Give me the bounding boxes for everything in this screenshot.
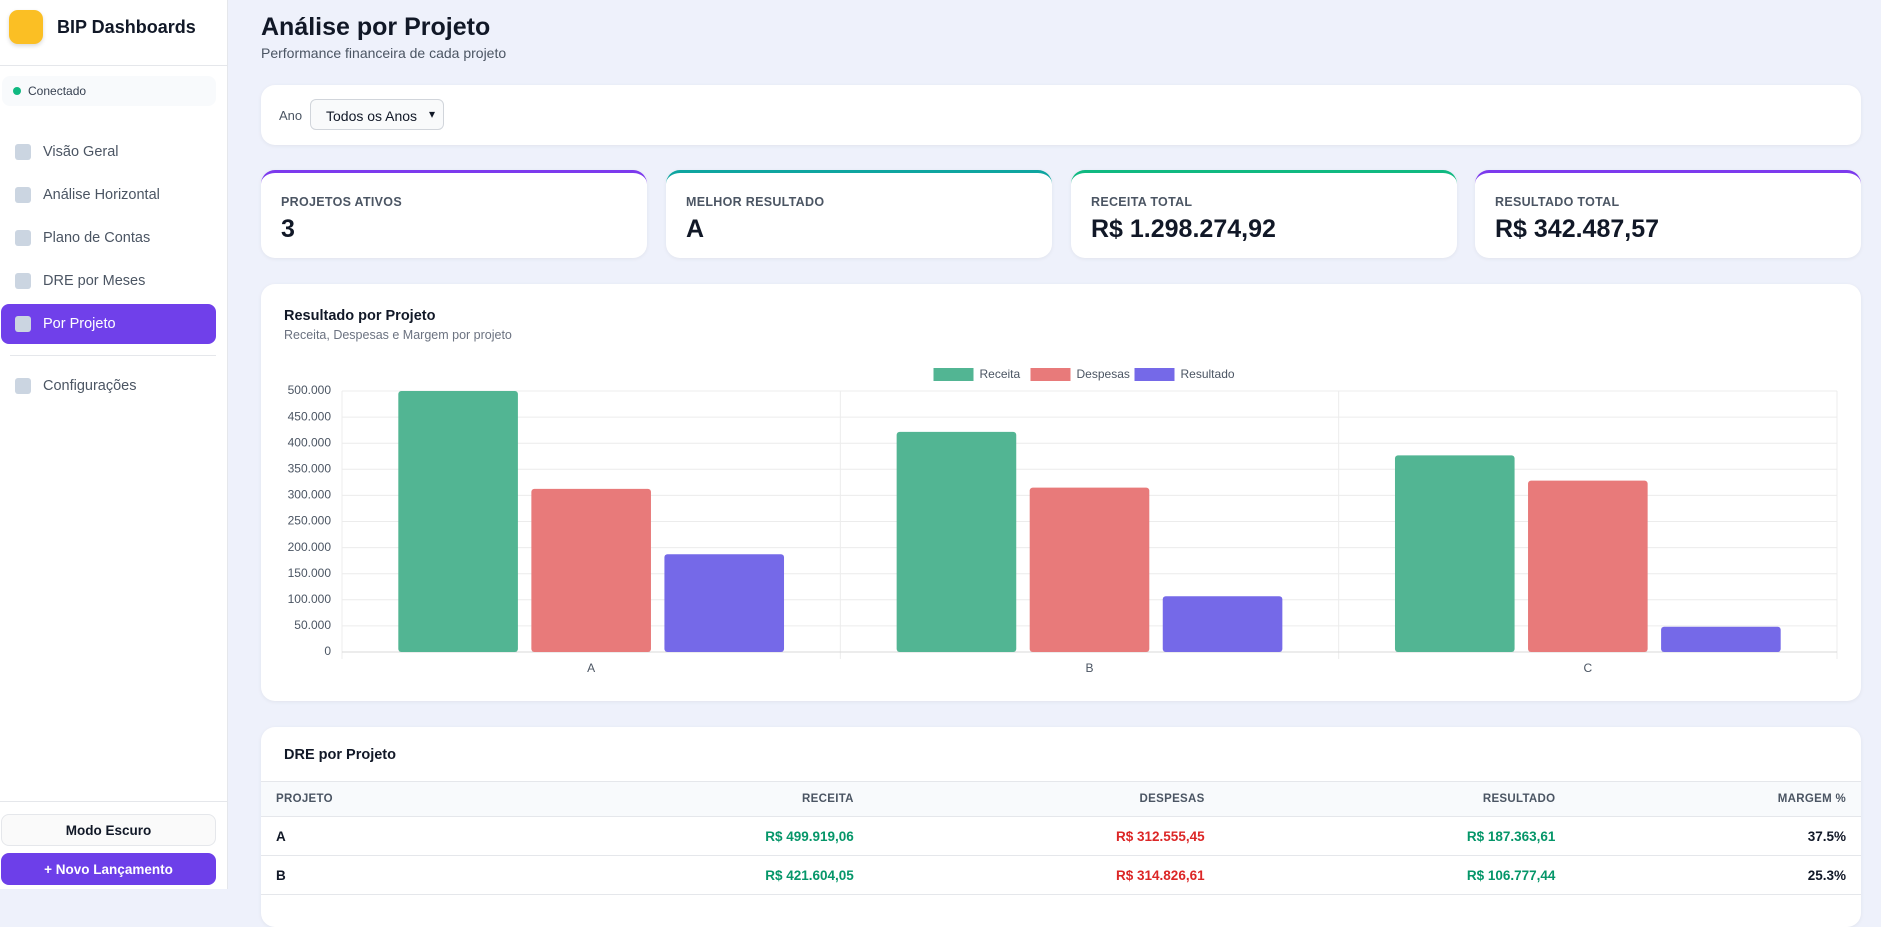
year-select[interactable]: Todos os Anos ▾ — [310, 99, 444, 130]
y-tick-label: 50.000 — [294, 618, 331, 632]
kpi-value: A — [686, 215, 705, 243]
table-cell: R$ 314.826,61 — [868, 855, 1220, 895]
kpi-value: R$ 342.487,57 — [1495, 215, 1660, 243]
table-cell: R$ 187.363,61 — [1219, 816, 1571, 856]
column-header: MARGEM % — [1570, 781, 1861, 817]
legend-label: Receita — [980, 367, 1021, 381]
bar — [1394, 455, 1515, 652]
table-card: DRE por Projeto PROJETO RECEITA DESPESAS RE… — [261, 727, 1861, 927]
chart: 0 50.000 100.000 150.000 200.000 250.000 300.0… — [288, 367, 1838, 675]
new-entry-button[interactable]: + Novo Lançamento — [1, 853, 216, 885]
y-tick-label: 350.000 — [288, 461, 332, 475]
bar — [1661, 626, 1781, 652]
nav-item[interactable]: Plano de Contas — [1, 218, 216, 258]
chart-title: Resultado por Projeto — [284, 308, 436, 324]
page-subtitle: Performance financeira de cada projeto — [261, 45, 507, 61]
filter-label: Ano — [279, 108, 303, 123]
bar — [896, 431, 1017, 652]
year-select-value: Todos os Anos — [326, 108, 418, 124]
column-header: RESULTADO — [1219, 781, 1571, 817]
table-cell: R$ 312.555,45 — [868, 816, 1220, 856]
nav-item[interactable]: Configurações — [1, 366, 216, 406]
kpi-label: PROJETOS ATIVOS — [281, 195, 402, 209]
kpi-label: RECEITA TOTAL — [1091, 195, 1193, 209]
legend-label: Despesas — [1077, 367, 1130, 381]
nav-label: Visão Geral — [43, 144, 119, 160]
y-tick-label: 150.000 — [288, 566, 332, 580]
bar — [1162, 596, 1283, 652]
logo — [9, 10, 43, 44]
legend-label: Resultado — [1181, 367, 1235, 381]
table-title: DRE por Projeto — [284, 747, 396, 763]
nav-label: Plano de Contas — [43, 230, 151, 246]
legend-swatch — [1030, 368, 1071, 381]
table-cell: R$ 421.604,05 — [517, 855, 869, 895]
x-tick-label: A — [587, 661, 595, 675]
kpi-value: 3 — [281, 215, 295, 243]
legend-swatch — [933, 368, 974, 381]
nav-label: Por Projeto — [43, 316, 116, 332]
y-tick-label: 500.000 — [288, 383, 332, 397]
legend-swatch — [1134, 368, 1175, 381]
bar — [398, 391, 518, 652]
table-cell: A — [261, 816, 518, 856]
nav-label: DRE por Meses — [43, 273, 146, 289]
status: Conectado — [2, 76, 216, 106]
bar — [1029, 487, 1150, 652]
dark-mode-button[interactable]: Modo Escuro — [1, 814, 216, 846]
divider — [0, 65, 228, 66]
kpi-card: MELHOR RESULTADO A — [666, 170, 1052, 258]
y-tick-label: 200.000 — [288, 540, 332, 554]
x-tick-label: B — [1085, 661, 1093, 675]
chart-subtitle: Receita, Despesas e Margem por projeto — [284, 328, 512, 342]
table-row: B R$ 421.604,05 R$ 314.826,61 R$ 106.777,44… — [261, 855, 1861, 895]
table: PROJETO RECEITA DESPESAS RESULTADO MARGEM % A… — [261, 781, 1861, 895]
y-tick-label: 300.000 — [288, 488, 332, 502]
kpi-card: RESULTADO TOTAL R$ 342.487,57 — [1475, 170, 1861, 258]
table-row: A R$ 499.919,06 R$ 312.555,45 R$ 187.363,61… — [261, 816, 1861, 856]
table-cell: R$ 499.919,06 — [517, 816, 869, 856]
y-tick-label: 100.000 — [288, 592, 332, 606]
column-header: PROJETO — [261, 781, 518, 817]
column-header: DESPESAS — [868, 781, 1220, 817]
divider — [10, 355, 216, 356]
kpi-value: R$ 1.298.274,92 — [1091, 215, 1276, 243]
page-title: Análise por Projeto — [261, 13, 491, 41]
nav-label: Análise Horizontal — [43, 187, 160, 203]
divider — [0, 801, 228, 802]
bar — [531, 488, 651, 652]
nav-item[interactable]: DRE por Meses — [1, 261, 216, 301]
brand-name: BIP Dashboards — [57, 16, 196, 37]
y-tick-label: 400.000 — [288, 435, 332, 449]
sidebar: BIP Dashboards Conectado Visão Geral Aná… — [0, 0, 228, 889]
table-cell: R$ 106.777,44 — [1219, 855, 1571, 895]
bar — [1528, 480, 1648, 652]
kpi-card: PROJETOS ATIVOS 3 — [261, 170, 647, 258]
kpi-label: RESULTADO TOTAL — [1495, 195, 1620, 209]
bar — [664, 554, 785, 652]
x-tick-label: C — [1583, 661, 1592, 675]
filter-card: Ano Todos os Anos ▾ — [261, 85, 1861, 145]
nav-item[interactable]: Por Projeto — [1, 304, 216, 344]
y-tick-label: 250.000 — [288, 514, 332, 528]
nav-label: Configurações — [43, 378, 137, 394]
kpi-card: RECEITA TOTAL R$ 1.298.274,92 — [1071, 170, 1457, 258]
y-tick-label: 0 — [324, 644, 331, 658]
brand[interactable]: BIP Dashboards — [9, 10, 196, 44]
table-cell: 37.5% — [1570, 816, 1861, 856]
y-tick-label: 450.000 — [288, 409, 332, 423]
column-header: RECEITA — [517, 781, 869, 817]
status-text: Conectado — [28, 84, 87, 98]
nav-item[interactable]: Visão Geral — [1, 132, 216, 172]
kpi-label: MELHOR RESULTADO — [686, 195, 825, 209]
nav-item[interactable]: Análise Horizontal — [1, 175, 216, 215]
